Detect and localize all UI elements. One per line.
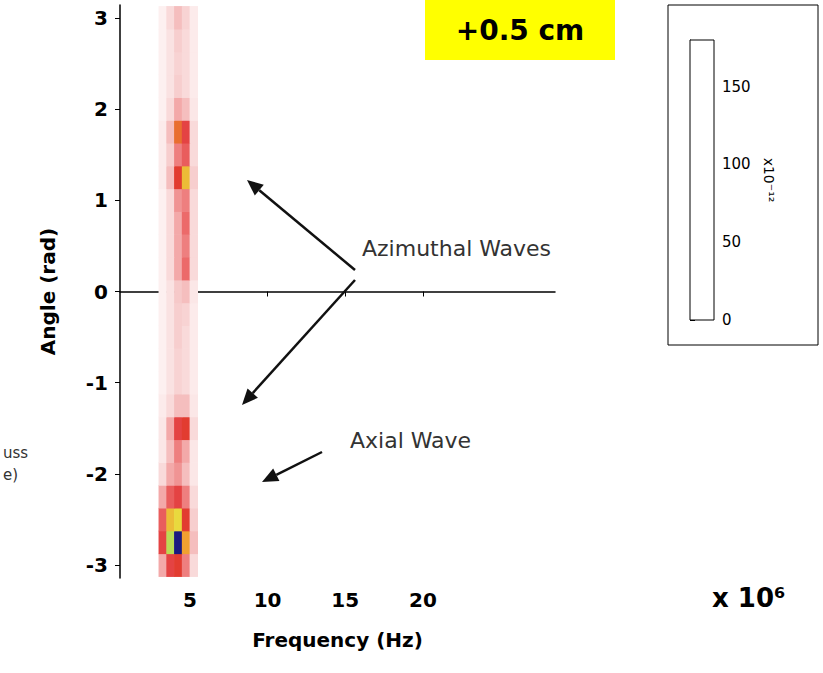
- svg-text:0: 0: [94, 280, 108, 304]
- svg-text:15: 15: [331, 588, 359, 612]
- svg-text:3: 3: [94, 6, 108, 30]
- svg-text:0: 0: [722, 311, 732, 329]
- svg-text:100: 100: [722, 155, 751, 173]
- svg-text:150: 150: [722, 78, 751, 96]
- svg-text:50: 50: [722, 233, 741, 251]
- svg-text:x 10⁶: x 10⁶: [712, 583, 785, 613]
- svg-text:20: 20: [409, 588, 437, 612]
- svg-text:uss: uss: [3, 444, 28, 462]
- svg-text:10: 10: [254, 588, 282, 612]
- svg-text:Frequency (Hz): Frequency (Hz): [252, 628, 423, 652]
- svg-text:-2: -2: [86, 462, 108, 486]
- svg-text:x10⁻¹²: x10⁻¹²: [761, 158, 777, 203]
- svg-text:-1: -1: [86, 371, 108, 395]
- svg-text:+0.5 cm: +0.5 cm: [456, 14, 585, 47]
- svg-text:Angle (rad): Angle (rad): [36, 228, 60, 355]
- svg-text:e): e): [3, 466, 18, 484]
- svg-text:2: 2: [94, 97, 108, 121]
- svg-text:5: 5: [183, 588, 197, 612]
- svg-text:Axial Wave: Axial Wave: [350, 428, 471, 453]
- svg-text:1: 1: [94, 188, 108, 212]
- svg-text:-3: -3: [86, 553, 108, 577]
- svg-text:Azimuthal Waves: Azimuthal Waves: [362, 236, 551, 261]
